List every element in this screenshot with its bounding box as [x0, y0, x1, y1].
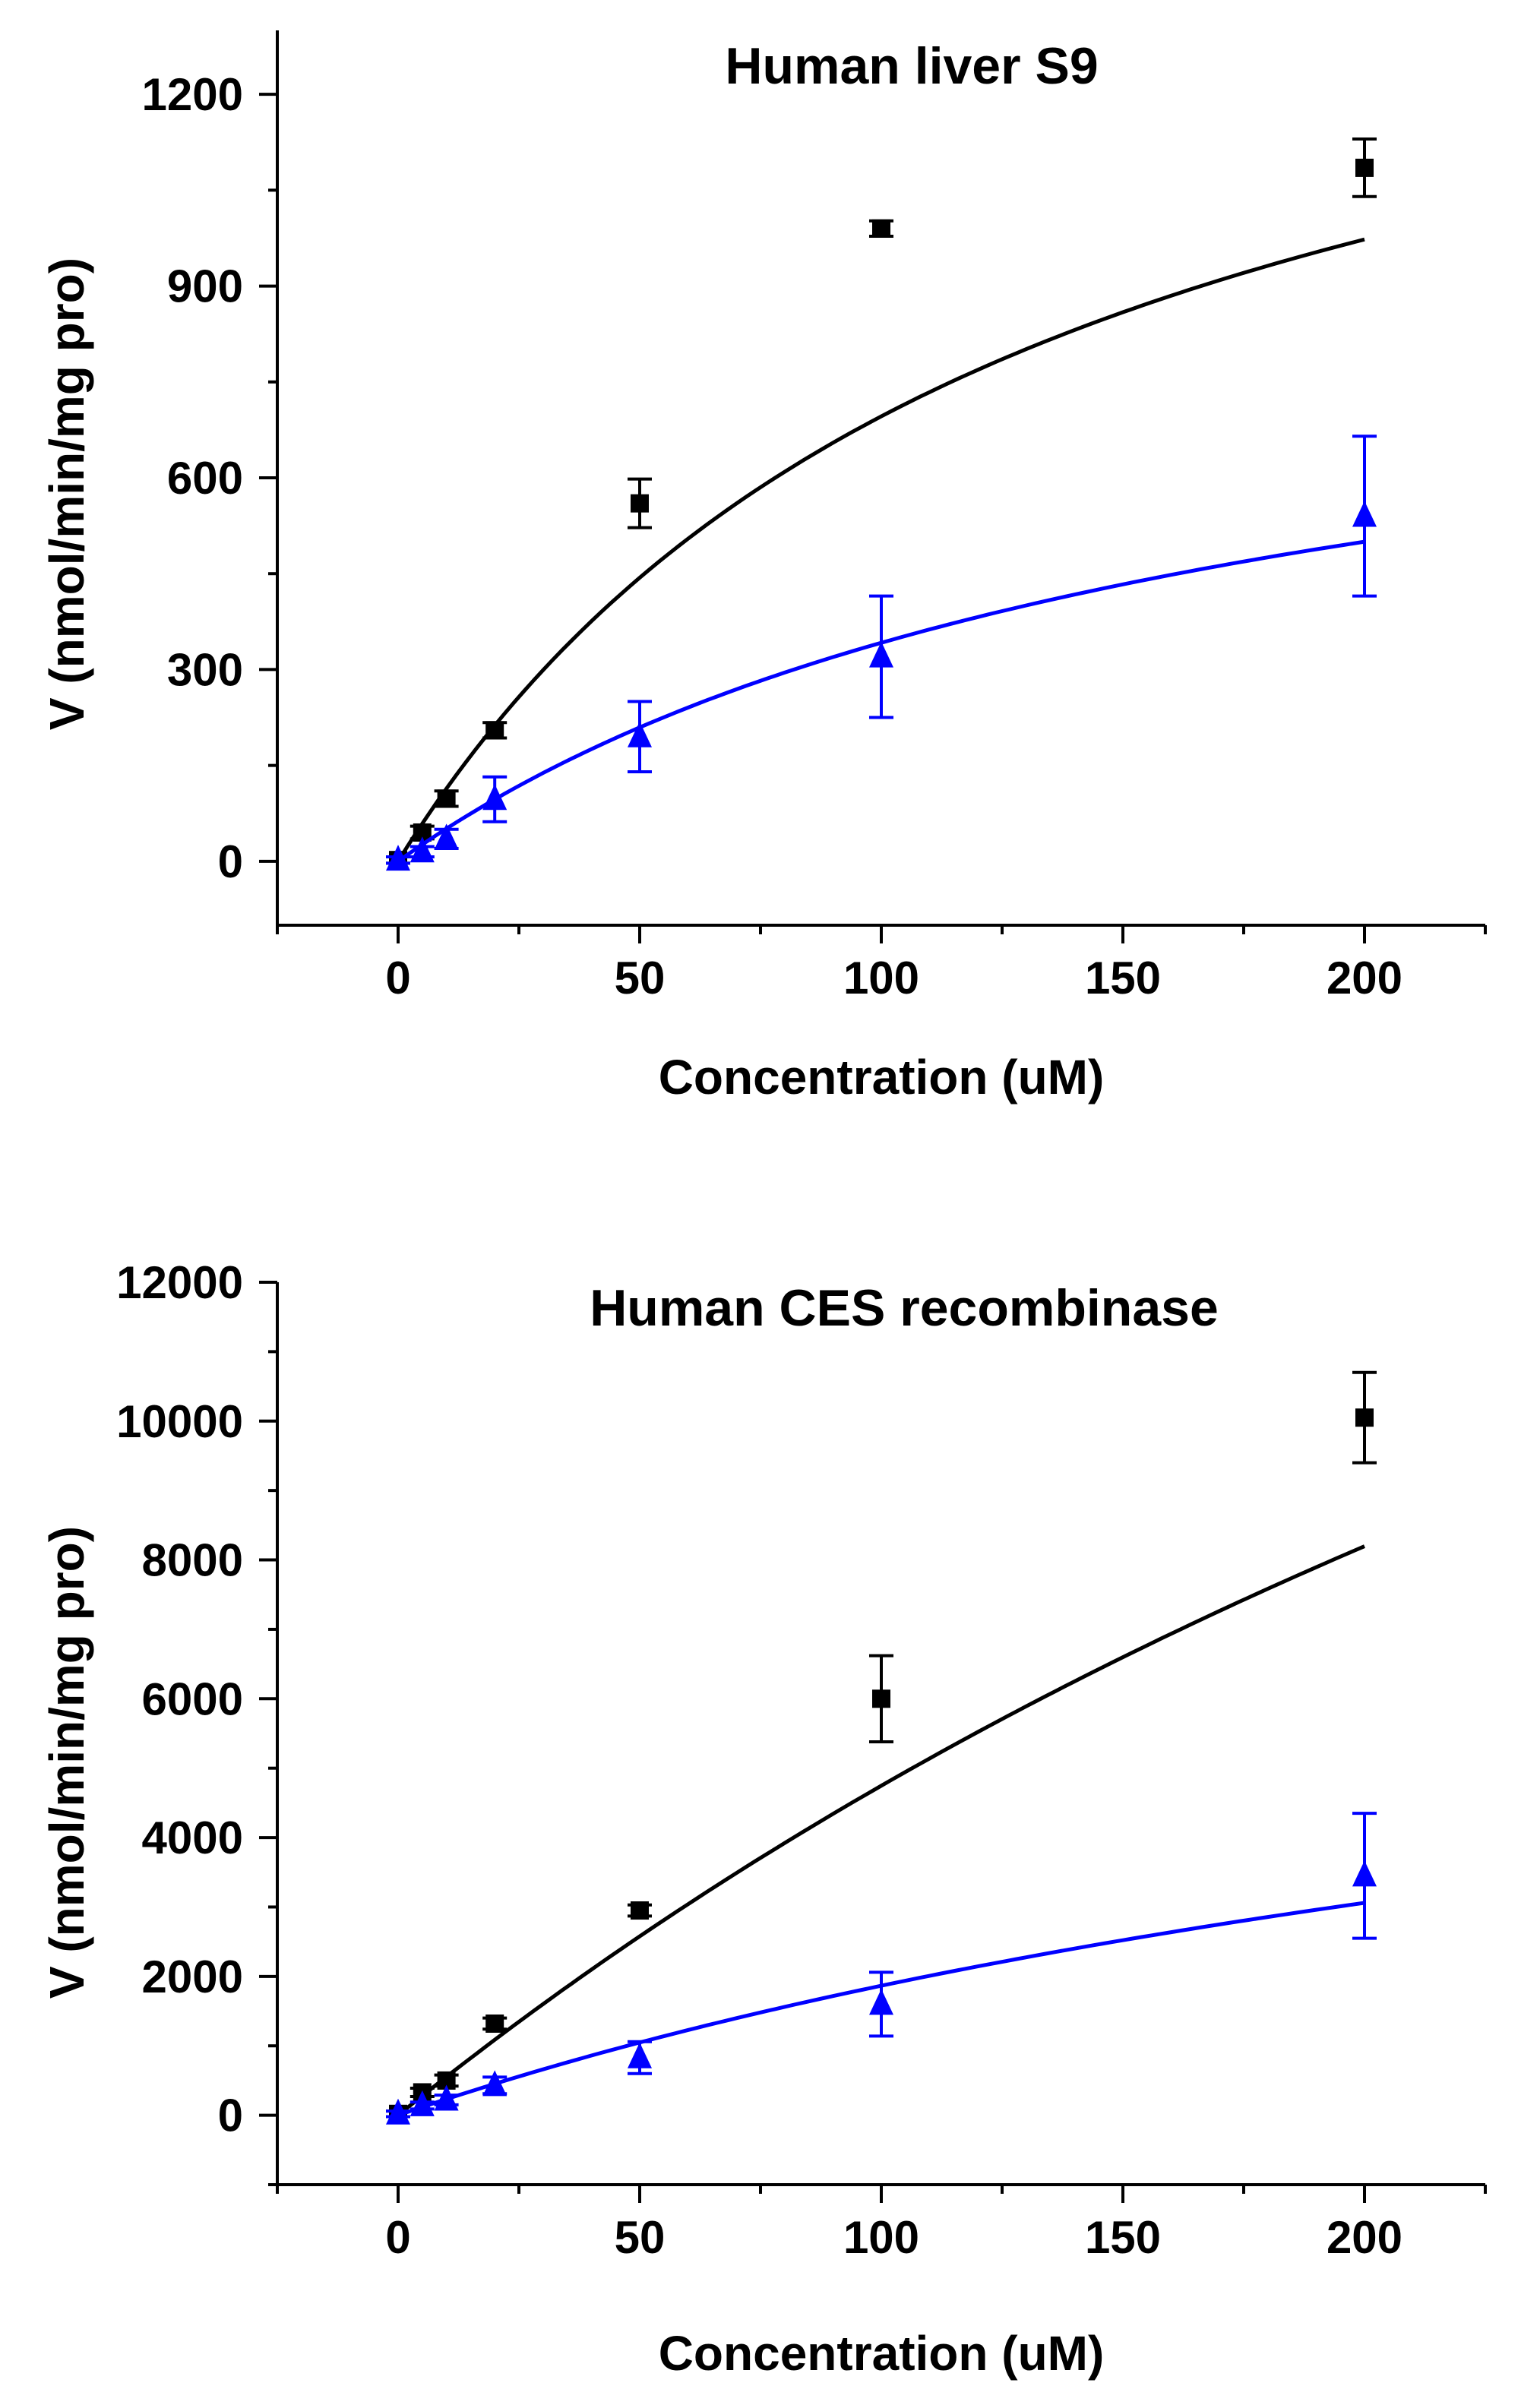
data-point-triangle — [434, 823, 459, 850]
x-tick-label: 50 — [615, 2212, 666, 2263]
y-tick-label: 300 — [167, 644, 243, 695]
data-point-square — [485, 721, 504, 740]
data-point-triangle — [628, 721, 652, 747]
y-tick-label: 900 — [167, 261, 243, 312]
y-tick-label: 1200 — [142, 69, 243, 120]
y-tick-label: 6000 — [142, 1673, 243, 1724]
fit-curve-black — [397, 1544, 1365, 2117]
data-point-triangle — [1352, 1860, 1377, 1887]
data-point-square — [872, 1689, 890, 1708]
data-point-square — [872, 219, 890, 238]
fit-curve-black — [396, 237, 1365, 863]
x-tick-label: 100 — [843, 953, 919, 1003]
data-point-square — [437, 789, 456, 808]
y-tick-label: 2000 — [142, 1951, 243, 2002]
x-tick-label: 0 — [385, 2212, 410, 2263]
chart-title: Human CES recombinase — [590, 1279, 1219, 1337]
data-point-triangle — [482, 784, 508, 811]
y-tick-label: 12000 — [116, 1257, 243, 1308]
x-axis-title: Concentration (uM) — [659, 1050, 1105, 1104]
x-axis-title: Concentration (uM) — [659, 2326, 1105, 2381]
y-tick-label: 0 — [218, 836, 243, 887]
data-point-square — [485, 2014, 504, 2033]
y-tick-label: 600 — [167, 453, 243, 504]
y-axis-title: V (nmol/min/mg pro) — [40, 258, 94, 730]
x-tick-label: 50 — [615, 953, 666, 1003]
x-tick-label: 200 — [1327, 953, 1402, 1003]
x-tick-label: 150 — [1085, 2212, 1161, 2263]
data-point-triangle — [410, 2090, 435, 2116]
y-tick-label: 4000 — [142, 1812, 243, 1863]
y-axis-title: V (nmol/min/mg pro) — [40, 1526, 94, 1999]
x-tick-label: 100 — [843, 2212, 919, 2263]
data-point-triangle — [1352, 501, 1377, 527]
chart-human-liver-s9: Human liver S9 Concentration (uM) V (nmo… — [40, 30, 1487, 1104]
data-point-triangle — [628, 2042, 652, 2068]
data-point-triangle — [386, 845, 410, 871]
x-tick-label: 150 — [1085, 953, 1161, 1003]
data-point-triangle — [869, 641, 893, 668]
data-point-square — [1355, 158, 1374, 177]
data-point-triangle — [386, 2098, 410, 2125]
x-tick-label: 200 — [1327, 2212, 1402, 2263]
data-point-triangle — [869, 1989, 893, 2015]
data-point-square — [631, 1901, 649, 1920]
data-point-triangle — [482, 2070, 508, 2097]
y-tick-label: 10000 — [116, 1396, 243, 1447]
chart-title: Human liver S9 — [725, 37, 1098, 95]
x-tick-label: 0 — [385, 953, 410, 1003]
data-point-triangle — [410, 836, 435, 863]
data-point-triangle — [434, 2084, 459, 2111]
data-point-square — [1355, 1408, 1374, 1427]
y-tick-label: 8000 — [142, 1535, 243, 1586]
data-point-square — [631, 494, 649, 513]
chart-human-ces-recombinase: Human CES recombinase Concentration (uM)… — [40, 1257, 1487, 2381]
y-tick-label: 0 — [218, 2090, 243, 2141]
